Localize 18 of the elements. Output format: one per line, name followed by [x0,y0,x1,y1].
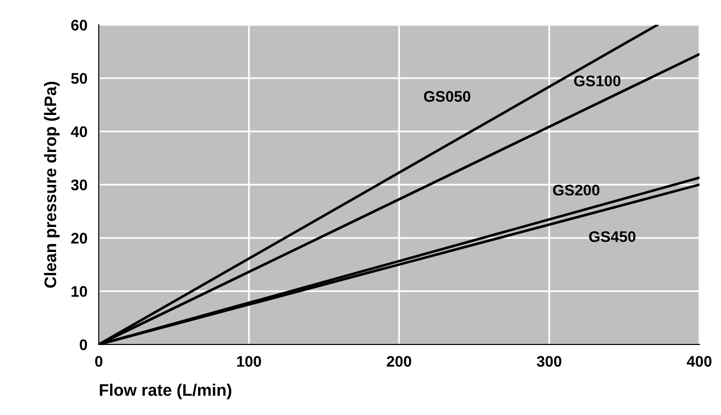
x-tick-label: 300 [536,356,562,367]
y-tick-label: 10 [72,286,88,297]
x-tick-label: 400 [686,356,712,367]
x-tick-label: 200 [386,356,412,367]
y-tick-label: 40 [70,126,88,138]
y-tick-label: 20 [71,232,88,244]
y-tick-label: 0 [80,339,88,350]
x-axis-title: Flow rate (L/min) [100,384,232,400]
y-tick-label: 50 [71,73,88,84]
x-tick-label: 100 [237,356,262,367]
y-tick-label: 30 [71,180,88,190]
x-tick-label: 0 [95,356,102,367]
y-axis-title: Clean pressure drop (kPa) [44,82,60,288]
series-label: GS450 [589,231,636,242]
y-tick-label: 60 [71,20,88,31]
series-label: GS100 [574,76,620,86]
series-label: GS200 [553,184,600,196]
series-label: GS050 [424,91,470,102]
